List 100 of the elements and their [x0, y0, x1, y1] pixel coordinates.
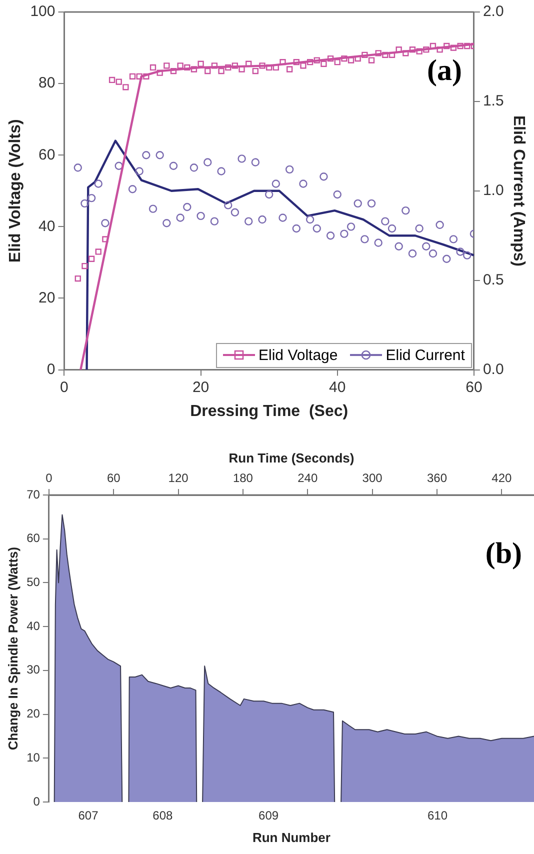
point: [388, 52, 396, 58]
point: [196, 212, 205, 220]
x-tick-label: 360: [426, 471, 448, 486]
point: [176, 214, 184, 222]
y-tick-label: 60: [38, 146, 56, 164]
point: [334, 59, 340, 66]
point: [198, 60, 204, 67]
point: [402, 50, 409, 56]
point: [82, 262, 88, 270]
point: [184, 64, 190, 71]
x-tick-label: 40: [329, 378, 346, 396]
point: [272, 180, 280, 188]
y2-tick-label: 1.5: [482, 92, 504, 110]
x-tick-label: 120: [168, 471, 189, 486]
point: [320, 60, 327, 67]
point: [422, 242, 430, 250]
point: [280, 59, 286, 66]
point: [148, 204, 158, 213]
point: [272, 64, 279, 71]
y-tick-label: 40: [26, 618, 40, 633]
point: [101, 219, 110, 228]
point: [314, 57, 320, 64]
point: [368, 57, 375, 64]
x-tick-label: 180: [232, 471, 254, 486]
x-tick-label: 240: [298, 471, 318, 486]
point: [217, 167, 226, 176]
point: [259, 62, 266, 69]
y2-axis-title: Elid Current (Amps): [510, 115, 527, 266]
point: [436, 220, 444, 229]
point: [442, 254, 451, 263]
point: [156, 70, 163, 76]
point: [375, 50, 382, 56]
point: [388, 224, 396, 233]
y2-tick-label: 0.5: [482, 271, 504, 288]
point: [348, 57, 354, 64]
y-tick-label: 20: [26, 706, 40, 721]
point: [156, 151, 164, 160]
y-tick-label: 10: [26, 750, 40, 764]
text: 607: [78, 808, 99, 822]
point: [374, 238, 382, 247]
text: 610: [428, 808, 448, 822]
y-axis-title: Elid Voltage (Volts): [7, 119, 24, 263]
point: [211, 62, 218, 69]
point: [341, 55, 348, 62]
point: [450, 44, 457, 51]
point: [224, 201, 232, 210]
y2-tick-label: 1.0: [482, 182, 504, 200]
point: [306, 215, 314, 224]
text: 608: [152, 808, 173, 822]
point: [367, 199, 376, 208]
point: [394, 242, 403, 250]
point: [116, 78, 122, 85]
x-tick-label: 300: [362, 471, 383, 486]
point: [177, 62, 184, 69]
point: [362, 52, 368, 58]
x-axis-title: Dressing Time (Sec): [190, 402, 348, 420]
point: [408, 249, 417, 258]
point: [346, 222, 356, 231]
point: [136, 73, 142, 80]
point: [210, 217, 219, 226]
point: [444, 42, 450, 50]
point: [258, 215, 266, 224]
point: [225, 64, 232, 71]
point: [232, 62, 238, 69]
y-tick-label: 20: [38, 289, 56, 306]
y-tick-label: 30: [26, 662, 40, 677]
x-tick-label: 60: [106, 471, 121, 486]
point: [142, 151, 150, 160]
point: [264, 190, 274, 199]
y-tick-label: 60: [26, 531, 40, 546]
point: [162, 219, 171, 228]
point: [95, 248, 102, 255]
point: [286, 66, 293, 72]
point: [312, 224, 321, 233]
point: [293, 59, 300, 66]
point: [94, 180, 102, 188]
point: [456, 248, 464, 256]
point: [238, 154, 246, 163]
point: [300, 62, 306, 69]
point: [409, 46, 416, 53]
point: [381, 217, 390, 226]
point: [74, 275, 81, 282]
point: [428, 249, 438, 258]
point: [204, 68, 211, 74]
point: [80, 199, 89, 208]
point: [114, 162, 123, 170]
point: [320, 172, 328, 181]
point: [449, 235, 458, 244]
point: [204, 158, 212, 166]
point: [230, 208, 240, 216]
point: [360, 235, 369, 244]
point: [190, 66, 198, 72]
point: [169, 162, 178, 170]
y-tick-label: 50: [26, 575, 40, 590]
point: [306, 59, 314, 66]
legend-label: Elid Current: [386, 346, 465, 364]
point: [128, 185, 137, 194]
point: [183, 202, 192, 212]
point: [464, 42, 470, 50]
x-axis-title: Run Time (Seconds): [228, 450, 354, 466]
